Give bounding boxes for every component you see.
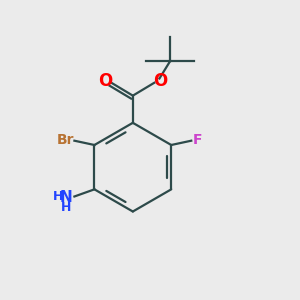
Text: Br: Br	[56, 133, 74, 147]
Text: H: H	[53, 190, 64, 203]
Text: O: O	[98, 72, 112, 90]
Text: F: F	[193, 133, 202, 147]
Text: O: O	[154, 72, 168, 90]
Text: H: H	[61, 201, 72, 214]
Text: N: N	[60, 190, 73, 205]
